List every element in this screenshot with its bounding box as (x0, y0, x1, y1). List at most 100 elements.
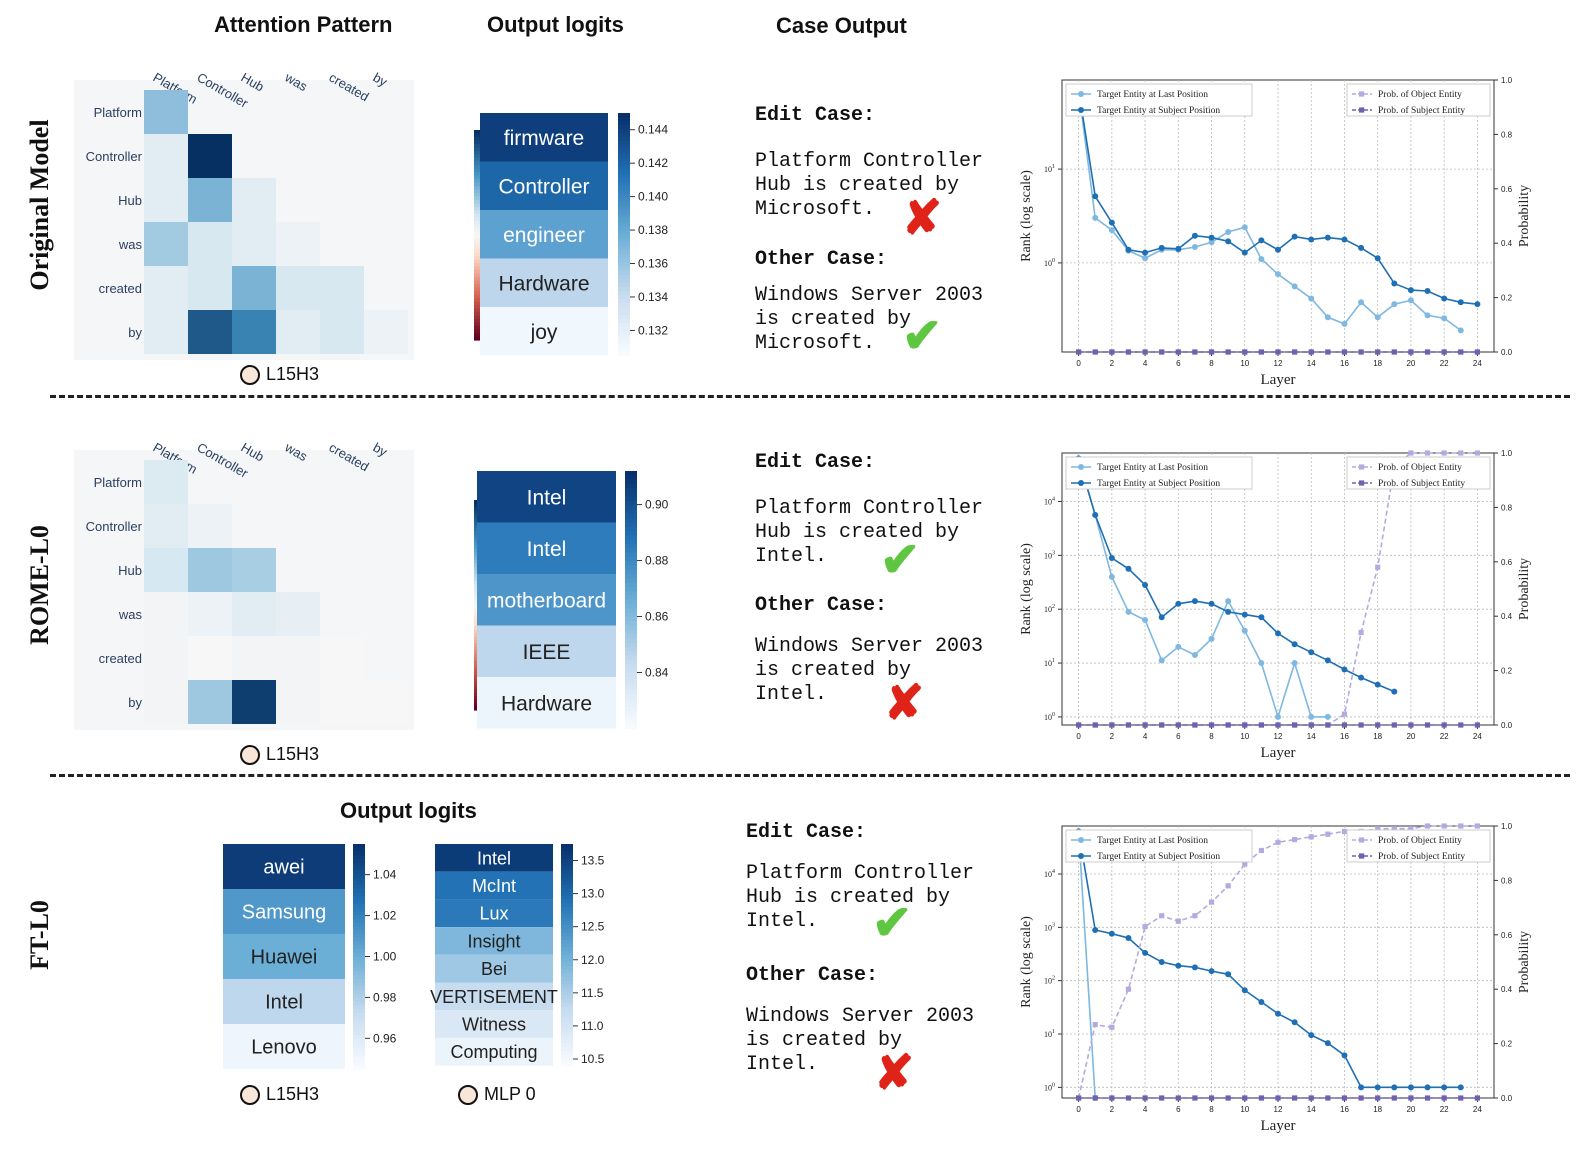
legend-right: Prob. of Object Entity Prob. of Subject E… (1346, 83, 1491, 117)
colorbar-segment (625, 608, 637, 614)
series-marker (1192, 722, 1198, 728)
y-tick-label: 102 (1044, 604, 1055, 614)
logit-cell (480, 307, 608, 356)
colorbar-segment (474, 249, 480, 254)
colorbar-segment (353, 1016, 365, 1021)
colorbar-segment (618, 278, 630, 284)
colorbar-segment (353, 967, 365, 973)
y2-tick-label: 0.6 (1501, 931, 1513, 940)
logit-token-label: Hardware (501, 692, 592, 715)
series-marker (1175, 600, 1182, 607)
y2-tick-label: 0.0 (1501, 721, 1513, 730)
colorbar-segment (561, 940, 573, 945)
colorbar-segment (353, 990, 365, 995)
colorbar-segment (561, 899, 573, 904)
y2-tick-label: 0.2 (1501, 294, 1513, 303)
series-marker (1241, 249, 1248, 256)
colorbar-segment (353, 971, 365, 976)
colorbar-segment (618, 270, 630, 276)
colorbar-segment (474, 305, 480, 310)
colorbar-segment (618, 339, 630, 344)
logit-cell (477, 677, 616, 729)
series-marker (1225, 722, 1231, 728)
series-marker (1458, 1095, 1464, 1101)
series-marker (1125, 349, 1132, 355)
colorbar-tick-label: 11.0 (581, 1019, 604, 1033)
colorbar-segment (618, 315, 630, 320)
colorbar-segment (474, 301, 480, 306)
colorbar-segment (561, 877, 573, 882)
series-marker (1092, 193, 1099, 200)
colorbar-segment (625, 672, 637, 678)
logit-cell (223, 934, 345, 979)
output-logits-ft-head: awei Samsung Huawei Intel Lenovo 1.04 1.02 1.00… (223, 844, 397, 1070)
heatmap-row-label: created (99, 651, 142, 666)
series-marker (1092, 722, 1098, 728)
series-marker (1175, 722, 1181, 728)
colorbar-segment (618, 351, 630, 357)
colorbar-segment (474, 179, 480, 184)
y-tick-exponent: 0 (1052, 712, 1055, 718)
rank-prob-chart-rome: 0 2 4 6 8 10 12 14 16 18 20 22 241001011021031040.00… (1019, 449, 1532, 761)
x-tick-label: 6 (1176, 1105, 1181, 1114)
x-tick-label: 2 (1110, 1105, 1115, 1114)
colorbar-segment (474, 172, 480, 177)
colorbar-segment (353, 922, 365, 928)
legend-marker (1078, 464, 1084, 470)
head-tag-label: L15H3 (266, 744, 320, 764)
x-tick-label: 22 (1440, 1105, 1449, 1114)
series-marker (1325, 722, 1331, 728)
colorbar-segment (561, 888, 573, 893)
wrong-mark-icon: ✘ (902, 192, 943, 245)
colorbar-segment (561, 999, 573, 1004)
x-tick-label: 20 (1406, 1105, 1415, 1114)
colorbar-segment (625, 664, 637, 670)
colorbar-tick-label: 0.90 (645, 498, 669, 512)
series-marker (1474, 301, 1481, 308)
ft-output-logits-header: Output logits (340, 798, 477, 823)
colorbar-segment (353, 862, 365, 868)
colorbar-segment (474, 137, 480, 142)
series-marker (1142, 1095, 1148, 1101)
mlp-tag-label: MLP 0 (484, 1084, 536, 1104)
x-tick-label: 24 (1473, 1105, 1482, 1114)
series-marker (1291, 233, 1298, 240)
colorbar-segment (625, 685, 637, 691)
logit-token-label: Intel (265, 992, 303, 1014)
series-marker (1391, 280, 1398, 287)
series-marker (1092, 1021, 1098, 1028)
x-tick-label: 22 (1440, 732, 1449, 741)
heatmap-row-label: Controller (86, 149, 143, 164)
colorbar-segment (625, 561, 637, 567)
series-marker (1275, 713, 1281, 720)
colorbar-segment (474, 182, 480, 187)
colorbar-segment (561, 1021, 573, 1026)
x-tick-label: 2 (1110, 359, 1115, 368)
colorbar-segment (353, 941, 365, 946)
heatmap-cell (188, 504, 232, 548)
series-marker (1291, 283, 1298, 290)
heatmap-cell (144, 222, 188, 266)
series-marker (1191, 964, 1198, 971)
colorbar-segment (561, 917, 573, 923)
logit-cell (480, 113, 608, 162)
heatmap-cell (232, 636, 276, 680)
heatmap-row-label: created (99, 281, 142, 296)
y2-tick-label: 1.0 (1501, 822, 1513, 831)
colorbar-segment (353, 1012, 365, 1018)
series-marker (1292, 837, 1298, 843)
series-marker (1474, 1095, 1480, 1101)
colorbar-segment (625, 711, 637, 717)
y-tick-label: 104 (1044, 869, 1055, 879)
colorbar-segment (561, 1039, 573, 1045)
colorbar-segment (625, 719, 637, 725)
colorbar-segment (474, 280, 480, 285)
series-marker (1108, 219, 1115, 226)
colorbar-segment (353, 964, 365, 969)
colorbar-segment (561, 991, 573, 997)
colorbar-segment (474, 245, 480, 250)
series-marker (1242, 861, 1248, 867)
colorbar-tick-label: 0.86 (645, 610, 669, 624)
heatmap-cell (144, 310, 188, 354)
colorbar-segment (353, 874, 365, 879)
